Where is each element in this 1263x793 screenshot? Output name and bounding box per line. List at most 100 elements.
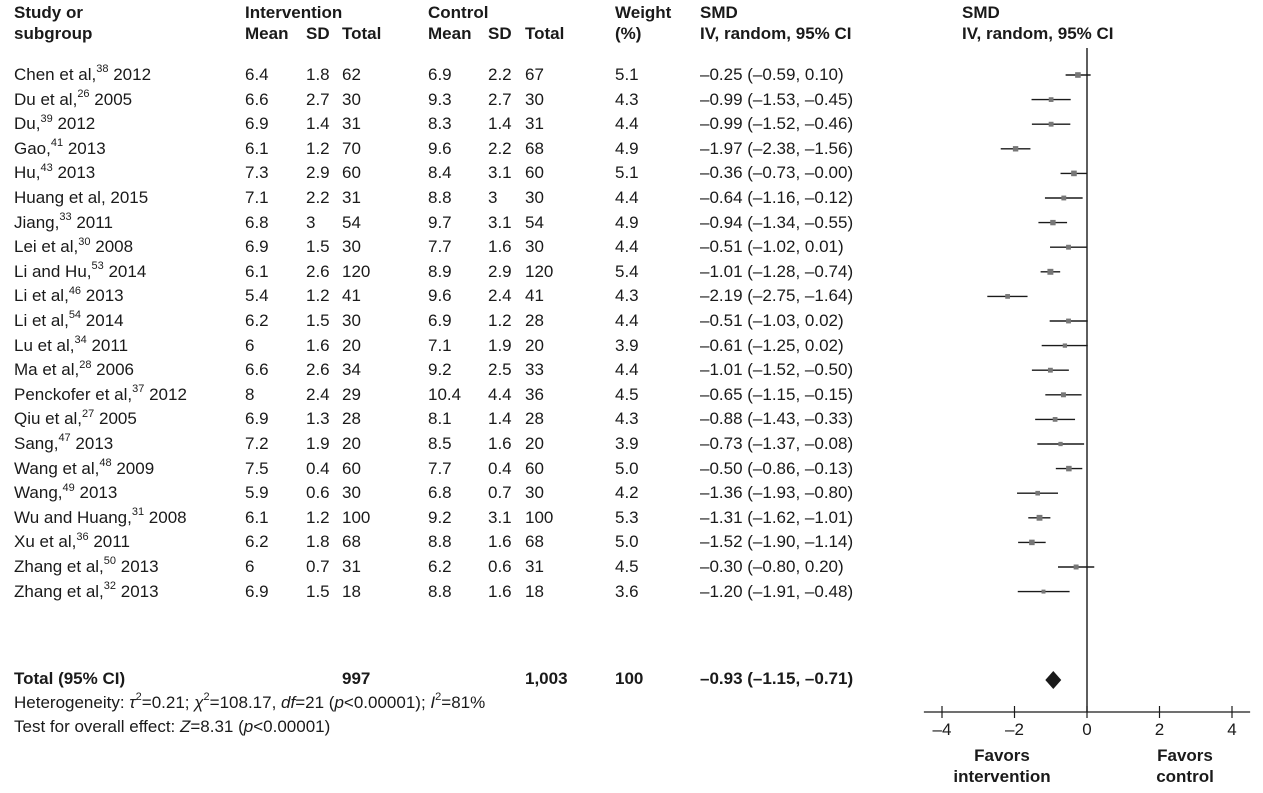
study-effect-marker	[1060, 392, 1066, 398]
cell-ctl-total: 60	[525, 458, 544, 478]
study-row: Xu et al,36 2011 6.2 1.8 68 8.8 1.6 68 5.0 –1.52…	[0, 530, 900, 554]
overall-effect-note: Test for overall effect: Z=8.31 (p<0.000…	[14, 717, 331, 736]
cell-int-total: 120	[342, 261, 371, 281]
study-effect-marker	[1036, 514, 1043, 521]
cell-ctl-total: 36	[525, 384, 544, 404]
cell-ctl-sd: 2.9	[488, 261, 512, 281]
header-ctl-mean: Mean	[428, 24, 472, 43]
study-name: Zhang et al,50 2013	[14, 555, 159, 576]
study-name: Wu and Huang,31 2008	[14, 506, 187, 527]
cell-weight: 4.3	[615, 89, 639, 109]
study-name: Du,39 2012	[14, 112, 96, 134]
cell-ctl-mean: 6.9	[428, 311, 452, 330]
cell-int-total: 100	[342, 507, 371, 527]
cell-weight: 4.9	[615, 212, 639, 232]
cell-weight: 4.4	[615, 237, 639, 257]
cell-ctl-total: 20	[525, 335, 544, 355]
cell-int-total: 68	[342, 532, 361, 552]
cell-int-total: 62	[342, 65, 361, 84]
cell-ctl-sd: 3	[488, 188, 498, 207]
cell-int-total: 30	[342, 89, 361, 109]
total-weight: 100	[615, 669, 644, 688]
cell-weight: 5.1	[615, 163, 639, 183]
cell-int-mean: 6.9	[245, 409, 269, 429]
header-weight-line2: (%)	[615, 24, 642, 43]
cell-int-mean: 6.1	[245, 507, 269, 527]
cell-ci: –0.61 (–1.25, 0.02)	[700, 335, 844, 355]
cell-int-total: 34	[342, 360, 361, 380]
study-name: Jiang,33 2011	[14, 210, 113, 232]
cell-ctl-total: 33	[525, 360, 544, 380]
study-row: Du et al,26 2005 6.6 2.7 30 9.3 2.7 30 4.3 –0.99…	[0, 88, 900, 112]
cell-int-sd: 1.8	[306, 65, 330, 84]
cell-ctl-sd: 3.1	[488, 163, 512, 183]
cell-weight: 4.4	[615, 114, 639, 134]
cell-int-mean: 8	[245, 384, 255, 404]
cell-ctl-total: 68	[525, 138, 544, 158]
study-effect-marker	[1052, 417, 1058, 422]
cell-int-mean: 6.1	[245, 138, 269, 158]
study-effect-marker	[1050, 219, 1056, 226]
cell-weight: 3.9	[615, 335, 639, 355]
cell-int-sd: 1.9	[306, 434, 330, 453]
study-effect-marker	[1066, 465, 1072, 472]
cell-ctl-sd: 1.6	[488, 237, 512, 257]
cell-weight: 4.4	[615, 188, 639, 207]
header-plot-line1: SMD	[962, 3, 1000, 22]
cell-int-total: 60	[342, 458, 361, 478]
study-name: Sang,47 2013	[14, 432, 114, 453]
cell-ctl-mean: 8.1	[428, 409, 452, 429]
cell-ci: –1.01 (–1.28, –0.74)	[700, 261, 854, 281]
x-tick-label: –4	[933, 720, 952, 739]
cell-ctl-sd: 2.5	[488, 360, 512, 380]
cell-ctl-sd: 2.2	[488, 65, 512, 84]
cell-ctl-total: 28	[525, 311, 544, 330]
study-name: Chen et al,38 2012	[14, 63, 152, 84]
cell-int-mean: 5.9	[245, 483, 269, 503]
cell-int-sd: 1.2	[306, 286, 330, 306]
cell-int-sd: 2.9	[306, 163, 330, 183]
cell-ctl-mean: 7.1	[428, 335, 452, 355]
study-effect-marker	[1005, 294, 1010, 299]
study-name: Li and Hu,53 2014	[14, 260, 147, 281]
cell-int-total: 18	[342, 581, 361, 601]
cell-weight: 5.1	[615, 65, 639, 84]
study-name: Xu et al,36 2011	[14, 530, 130, 552]
x-tick-label: 0	[1082, 720, 1091, 739]
cell-ctl-sd: 4.4	[488, 384, 512, 404]
header-study-line1: Study or	[14, 3, 83, 22]
cell-ci: –2.19 (–2.75, –1.64)	[700, 286, 854, 306]
cell-weight: 5.3	[615, 507, 639, 527]
cell-int-total: 20	[342, 434, 361, 453]
study-effect-marker	[1071, 170, 1077, 177]
study-name: Gao,41 2013	[14, 137, 106, 158]
study-name: Qiu et al,27 2005	[14, 407, 137, 429]
cell-int-mean: 6.8	[245, 212, 269, 232]
cell-ctl-total: 20	[525, 434, 544, 453]
cell-ctl-sd: 0.4	[488, 458, 512, 478]
cell-int-mean: 7.1	[245, 188, 269, 207]
cell-int-sd: 1.8	[306, 532, 330, 552]
cell-ctl-mean: 9.2	[428, 360, 452, 380]
cell-ctl-total: 28	[525, 409, 544, 429]
cell-ci: –1.97 (–2.38, –1.56)	[700, 138, 854, 158]
cell-ctl-mean: 9.6	[428, 286, 452, 306]
cell-ci: –0.30 (–0.80, 0.20)	[700, 557, 844, 576]
cell-int-total: 60	[342, 163, 361, 183]
study-row: Lu et al,34 2011 6 1.6 20 7.1 1.9 20 3.9 –0.61 (…	[0, 334, 900, 358]
x-tick-label: 2	[1155, 720, 1164, 739]
header-ctl-sd: SD	[488, 24, 512, 43]
cell-int-sd: 0.6	[306, 483, 330, 503]
cell-int-total: 70	[342, 138, 361, 158]
cell-int-sd: 1.4	[306, 114, 330, 134]
cell-ctl-sd: 3.1	[488, 507, 512, 527]
study-row: Wang et al,48 2009 7.5 0.4 60 7.7 0.4 60 5.0 –0.…	[0, 457, 900, 481]
study-effect-marker	[1048, 97, 1054, 102]
study-name: Wang et al,48 2009	[14, 456, 155, 478]
cell-int-mean: 6.4	[245, 65, 269, 84]
cell-ctl-total: 120	[525, 261, 554, 281]
cell-weight: 5.4	[615, 261, 639, 281]
cell-ci: –1.31 (–1.62, –1.01)	[700, 507, 854, 527]
cell-int-total: 31	[342, 114, 361, 134]
